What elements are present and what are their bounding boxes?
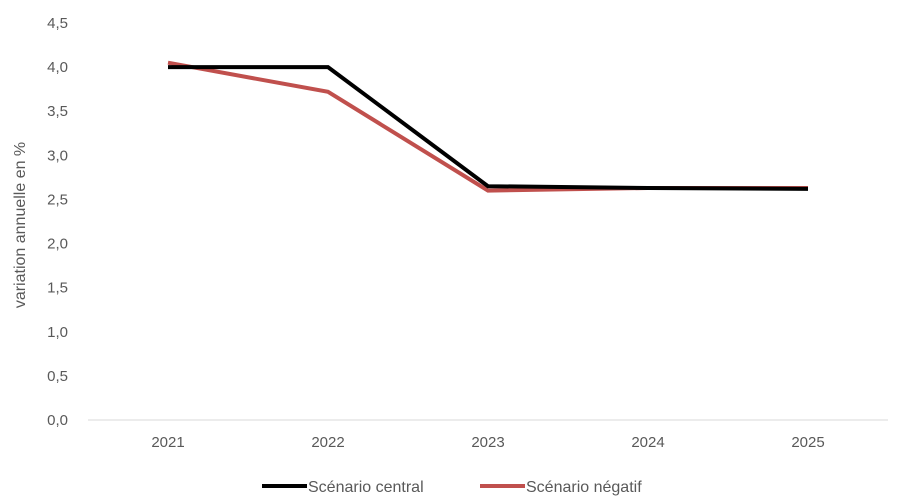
y-tick-label: 2,0	[47, 236, 68, 253]
y-tick-label: 0,5	[47, 368, 68, 385]
y-tick-label: 4,5	[47, 15, 68, 32]
y-tick-label: 3,5	[47, 103, 68, 120]
y-tick-label: 0,0	[47, 412, 68, 429]
x-tick-label: 2021	[151, 434, 184, 451]
x-tick-label: 2022	[311, 434, 344, 451]
y-tick-label: 3,0	[47, 147, 68, 164]
series-line-scenario-central	[168, 65, 809, 191]
series-lines	[167, 60, 809, 193]
y-tick-label: 2,5	[47, 191, 68, 208]
y-axis-title: variation annuelle en %	[12, 142, 29, 308]
x-tick-label: 2024	[631, 434, 664, 451]
legend-label: Scénario négatif	[526, 479, 642, 496]
y-tick-label: 4,0	[47, 59, 68, 76]
y-tick-label: 1,5	[47, 280, 68, 297]
x-tick-label: 2025	[791, 434, 824, 451]
y-tick-label: 1,0	[47, 324, 68, 341]
legend: Scénario central Scénario négatif	[262, 479, 642, 496]
y-axis-ticks: 0,0 0,5 1,0 1,5 2,0 2,5 3,0 3,5 4,0 4,5	[47, 15, 68, 429]
x-tick-label: 2023	[471, 434, 504, 451]
legend-label: Scénario central	[308, 479, 424, 496]
x-axis-ticks: 2021 2022 2023 2024 2025	[151, 434, 824, 451]
series-line-scenario-negatif	[167, 60, 808, 193]
